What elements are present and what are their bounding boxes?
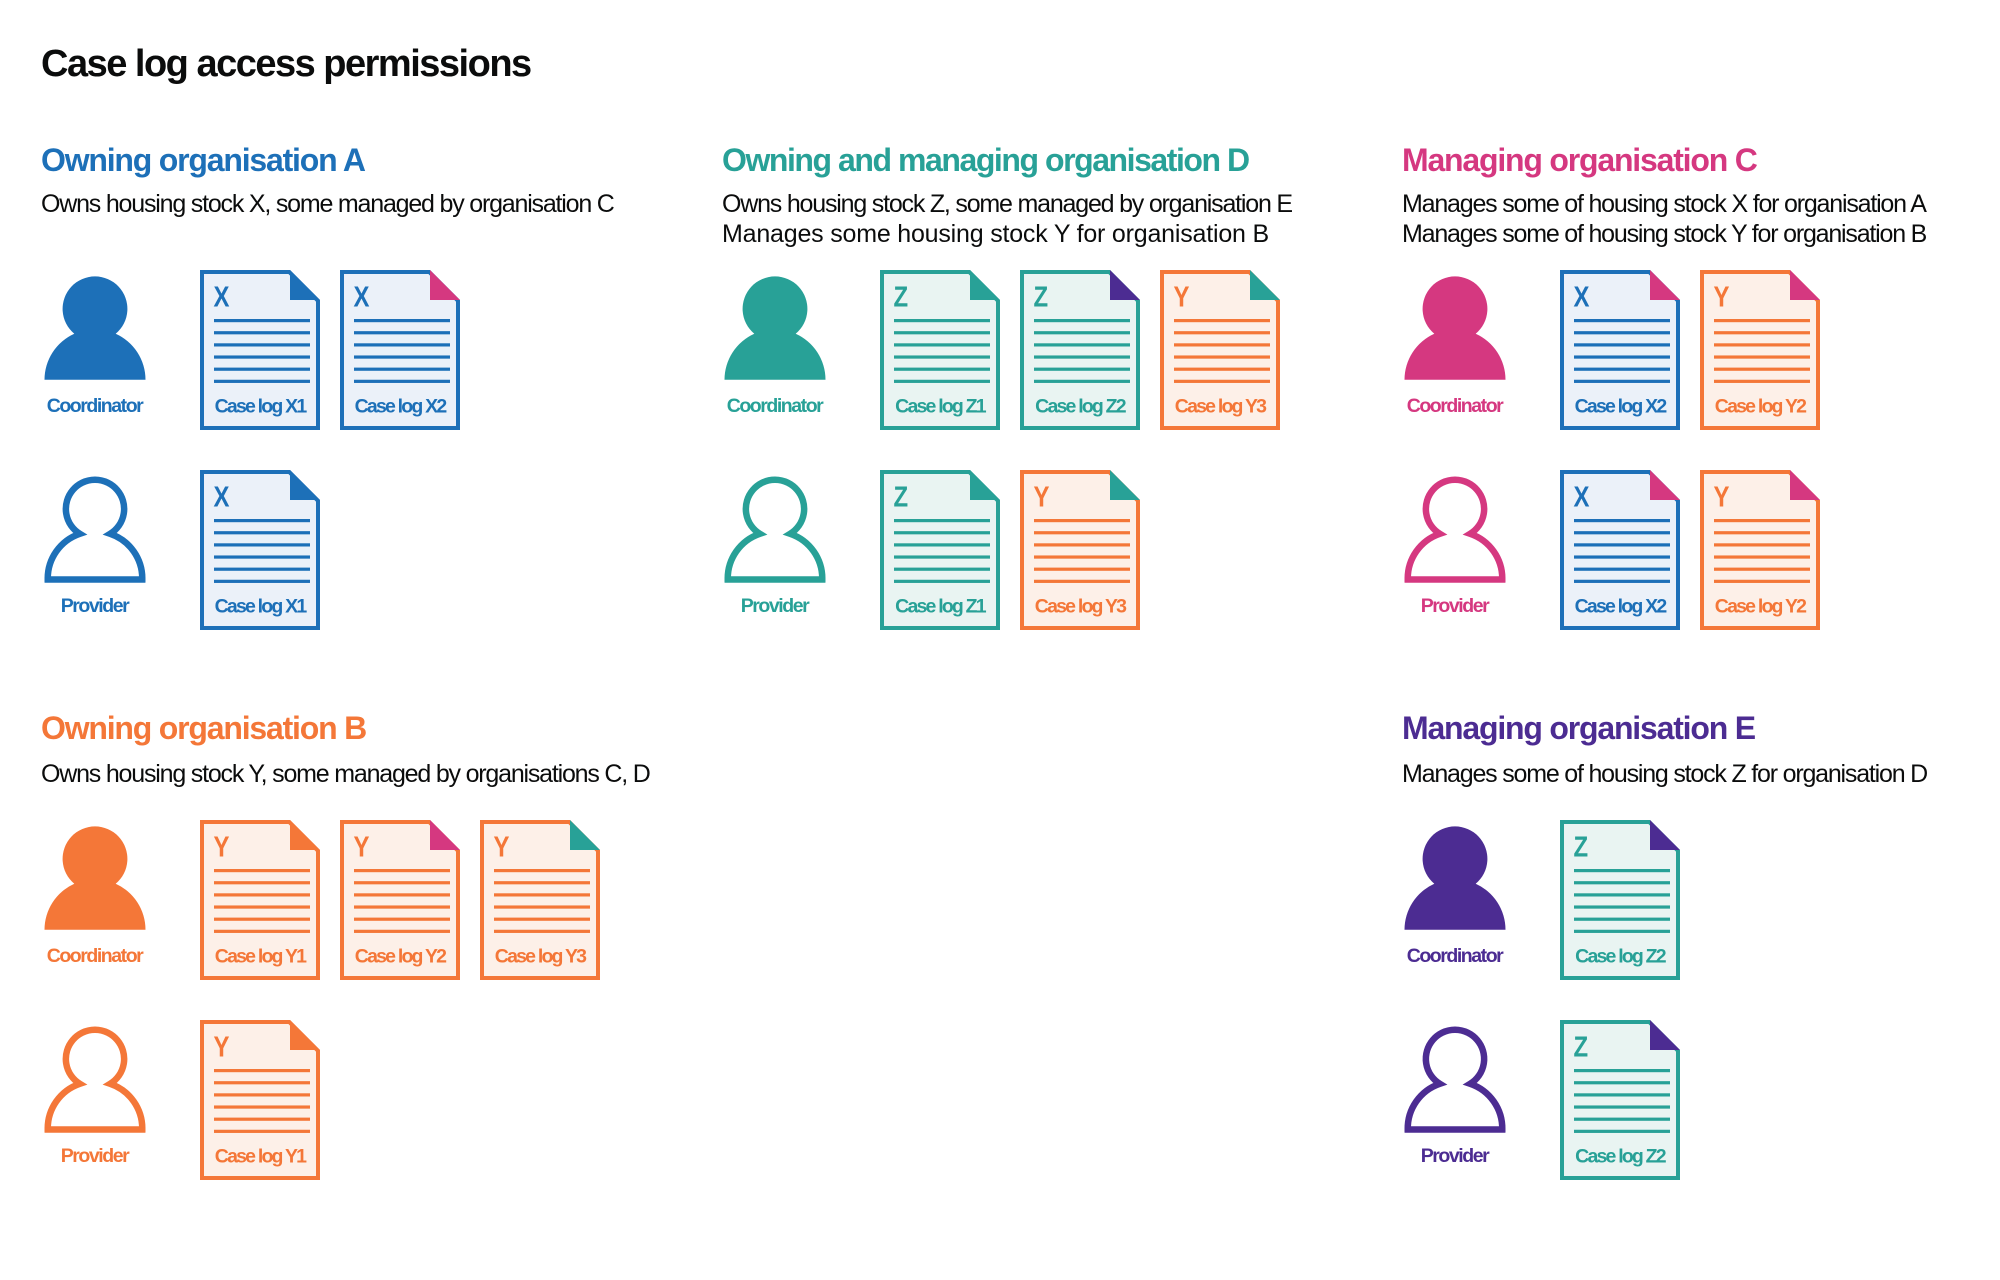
svg-text:Y: Y — [1174, 280, 1190, 312]
svg-text:Case log Z2: Case log Z2 — [1575, 1146, 1667, 1168]
svg-text:Case log Z1: Case log Z1 — [895, 395, 987, 417]
svg-text:X: X — [1574, 280, 1590, 312]
svg-text:Z: Z — [894, 280, 909, 312]
svg-text:Z: Z — [1034, 280, 1049, 312]
svg-text:Case log Y3: Case log Y3 — [1035, 595, 1127, 617]
svg-text:Case log X2: Case log X2 — [1575, 595, 1668, 617]
svg-text:X: X — [214, 480, 230, 512]
svg-text:Case log Z2: Case log Z2 — [1575, 946, 1667, 968]
svg-text:Z: Z — [1574, 1030, 1589, 1062]
svg-text:Y: Y — [1714, 280, 1730, 312]
svg-text:Case log X1: Case log X1 — [215, 595, 308, 617]
svg-text:Case log X1: Case log X1 — [215, 395, 308, 417]
svg-text:Y: Y — [214, 1030, 230, 1062]
svg-text:Z: Z — [894, 480, 909, 512]
svg-text:Z: Z — [1574, 830, 1589, 862]
svg-text:Case log X2: Case log X2 — [1575, 395, 1668, 417]
svg-text:Case log Y2: Case log Y2 — [1715, 595, 1807, 617]
svg-text:Case log Y2: Case log Y2 — [1715, 395, 1807, 417]
svg-text:Y: Y — [354, 830, 370, 862]
svg-text:Y: Y — [214, 830, 230, 862]
svg-text:Case log Y3: Case log Y3 — [1175, 395, 1267, 417]
svg-text:Case log Z1: Case log Z1 — [895, 595, 987, 617]
svg-text:Y: Y — [1034, 480, 1050, 512]
svg-text:Case log Y2: Case log Y2 — [355, 946, 447, 968]
svg-text:X: X — [354, 280, 370, 312]
svg-text:Y: Y — [494, 830, 510, 862]
svg-text:X: X — [214, 280, 230, 312]
svg-text:Case log Y1: Case log Y1 — [215, 946, 307, 968]
svg-text:Case log X2: Case log X2 — [355, 395, 448, 417]
svg-text:X: X — [1574, 480, 1590, 512]
svg-text:Case log Y3: Case log Y3 — [495, 946, 587, 968]
svg-text:Y: Y — [1714, 480, 1730, 512]
svg-text:Case log Z2: Case log Z2 — [1035, 395, 1127, 417]
svg-text:Case log Y1: Case log Y1 — [215, 1146, 307, 1168]
